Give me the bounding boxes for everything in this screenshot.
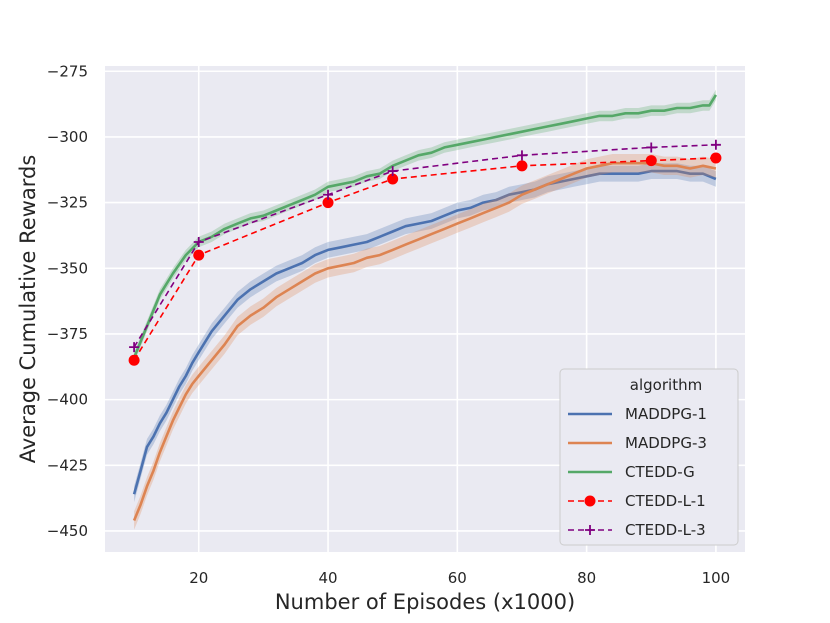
x-tick-label: 60 bbox=[448, 569, 467, 587]
data-point bbox=[323, 189, 334, 200]
x-axis-title: Number of Episodes (x1000) bbox=[275, 590, 575, 614]
x-tick-label: 20 bbox=[189, 569, 208, 587]
legend-label: CTEDD-L-1 bbox=[625, 492, 706, 510]
data-point bbox=[516, 160, 528, 172]
series-ctedd-g bbox=[132, 89, 718, 363]
y-tick-label: −425 bbox=[47, 456, 88, 474]
legend-label: MADDPG-3 bbox=[625, 434, 707, 452]
legend-label: CTEDD-L-3 bbox=[625, 521, 706, 539]
y-tick-label: −300 bbox=[47, 128, 88, 146]
x-tick-label: 100 bbox=[702, 569, 731, 587]
y-tick-label: −450 bbox=[47, 522, 88, 540]
data-point bbox=[646, 142, 657, 153]
data-point bbox=[516, 150, 527, 161]
legend-entry-maddpg-1: MADDPG-1 bbox=[568, 405, 707, 423]
legend-entry-ctedd-l-1: CTEDD-L-1 bbox=[568, 492, 706, 510]
data-point bbox=[710, 152, 722, 164]
series-maddpg-3 bbox=[132, 154, 717, 530]
data-point bbox=[387, 173, 399, 185]
y-axis-ticks: −450 −425 −400 −375 −350 −325 −300 −275 bbox=[47, 62, 88, 540]
x-tick-label: 80 bbox=[577, 569, 596, 587]
data-point bbox=[193, 249, 205, 261]
data-point bbox=[129, 342, 140, 353]
legend-entries: MADDPG-1 MADDPG-3 CTEDD-G CTEDD-L-1 CTEDD-L-… bbox=[568, 405, 707, 539]
series-maddpg-1 bbox=[132, 163, 717, 503]
x-axis-ticks: 20 40 60 80 100 bbox=[189, 569, 730, 587]
legend-entry-maddpg-3: MADDPG-3 bbox=[568, 434, 707, 452]
data-point bbox=[645, 155, 657, 167]
legend: algorithm MADDPG-1 MADDPG-3 CTEDD-G CTEDD-L… bbox=[559, 368, 739, 546]
legend-title: algorithm bbox=[630, 376, 702, 394]
x-tick-label: 40 bbox=[318, 569, 337, 587]
confidence-band bbox=[134, 154, 716, 530]
y-tick-label: −350 bbox=[47, 259, 88, 277]
legend-entry-ctedd-l-3: CTEDD-L-3 bbox=[568, 521, 706, 539]
legend-marker bbox=[585, 525, 595, 535]
y-tick-label: −400 bbox=[47, 391, 88, 409]
series-ctedd-l-1 bbox=[128, 152, 722, 366]
y-tick-label: −275 bbox=[47, 62, 88, 80]
y-tick-label: −375 bbox=[47, 325, 88, 343]
legend-marker bbox=[584, 495, 596, 507]
data-point bbox=[322, 197, 334, 209]
grid bbox=[105, 66, 745, 552]
series-line bbox=[132, 94, 718, 359]
series-ctedd-l-3 bbox=[129, 139, 721, 353]
data-point bbox=[710, 139, 721, 150]
series-layer bbox=[128, 89, 722, 530]
data-point bbox=[128, 354, 140, 366]
series-line bbox=[132, 161, 717, 521]
data-point bbox=[193, 237, 204, 248]
y-axis-title: Average Cumulative Rewards bbox=[16, 155, 40, 464]
legend-entry-ctedd-g: CTEDD-G bbox=[568, 463, 695, 481]
y-tick-label: −325 bbox=[47, 194, 88, 212]
series-line bbox=[132, 169, 717, 495]
legend-label: CTEDD-G bbox=[625, 463, 695, 481]
legend-label: MADDPG-1 bbox=[625, 405, 707, 423]
legend-box bbox=[559, 368, 739, 546]
data-point bbox=[387, 166, 398, 177]
